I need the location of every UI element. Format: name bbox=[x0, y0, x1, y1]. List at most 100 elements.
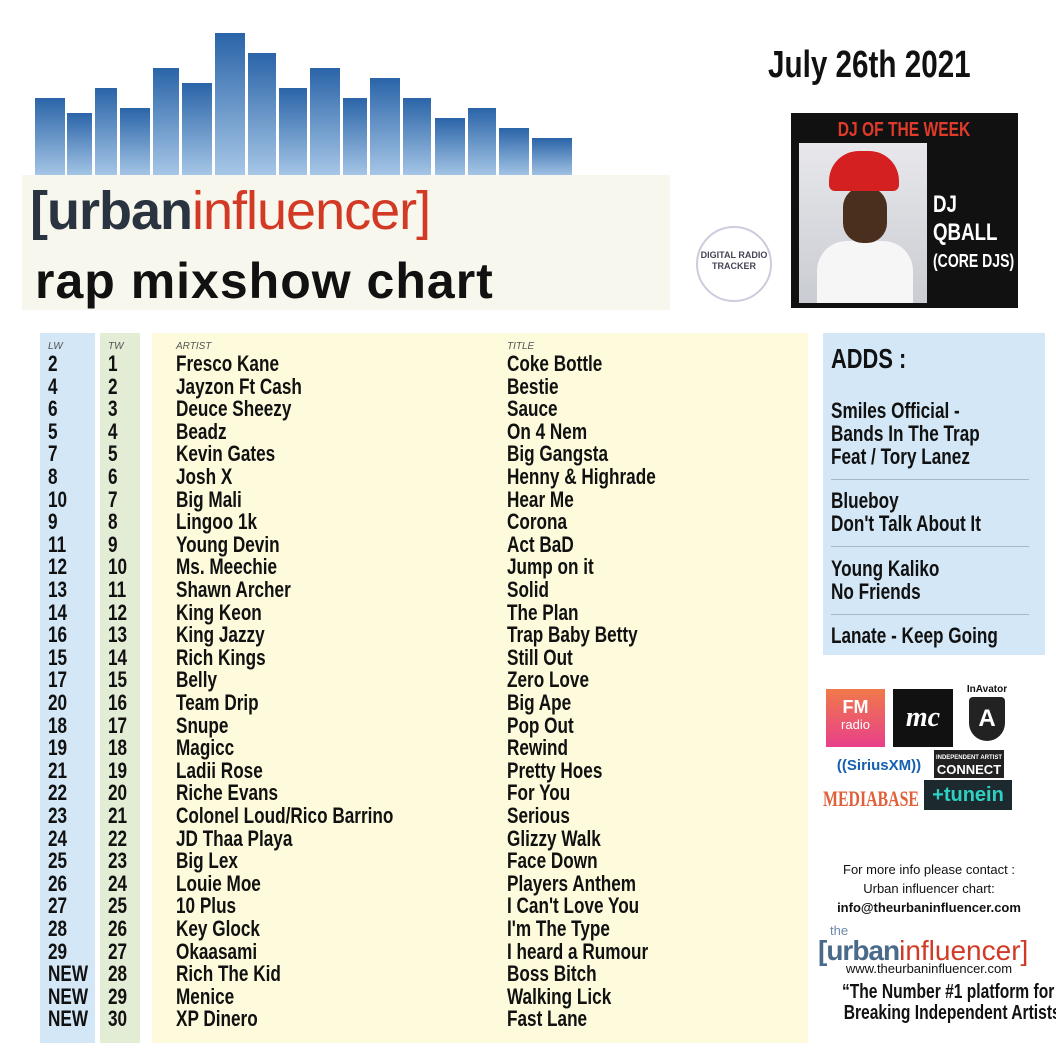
row-lw: 25 bbox=[48, 850, 72, 873]
row-artist: Riche Evans bbox=[176, 782, 307, 805]
row-title: Zero Love bbox=[507, 669, 612, 692]
add-line: No Friends bbox=[831, 579, 921, 604]
dj-name: DJ QBALL bbox=[933, 191, 1016, 247]
lw-text: 26 bbox=[48, 870, 68, 896]
date-text: July 26th 2021 bbox=[768, 44, 971, 86]
row-artist: Deuce Sheezy bbox=[176, 398, 324, 421]
row-tw: 29 bbox=[108, 983, 132, 1009]
tw-text: 29 bbox=[108, 983, 128, 1009]
row-artist: 10 Plus bbox=[176, 895, 253, 918]
tw-text: 9 bbox=[108, 531, 118, 557]
row-title: Trap Baby Betty bbox=[507, 624, 675, 647]
dj-group: (CORE DJS) bbox=[933, 251, 1037, 272]
tw-text: 6 bbox=[108, 464, 118, 489]
this-week-column bbox=[100, 333, 140, 1043]
radio-text: radio bbox=[841, 717, 870, 732]
add-item: Smiles Official - Bands In The Trap Feat /… bbox=[831, 399, 1022, 468]
row-artist: Big Lex bbox=[176, 850, 255, 873]
adds-title-text: ADDS : bbox=[831, 343, 907, 374]
artist-text: Louie Moe bbox=[176, 870, 261, 896]
website-link[interactable]: www.theurbaninfluencer.com bbox=[845, 961, 1013, 976]
row-artist: Fresco Kane bbox=[176, 352, 308, 376]
inavator-logo: InAvator A bbox=[957, 684, 1017, 746]
row-artist: Josh X bbox=[176, 464, 248, 489]
row-artist: Rich The Kid bbox=[176, 963, 310, 986]
artist-text: Kevin Gates bbox=[176, 441, 276, 467]
contact-email[interactable]: info@theurbaninfluencer.com bbox=[837, 900, 1021, 915]
row-tw: 13 bbox=[108, 624, 132, 647]
chart-date: July 26th 2021 bbox=[768, 44, 1028, 87]
row-artist: XP Dinero bbox=[176, 1008, 281, 1031]
artist-text: Shawn Archer bbox=[176, 577, 291, 602]
lw-text: 29 bbox=[48, 938, 68, 964]
row-lw: 27 bbox=[48, 895, 72, 918]
dj-of-the-week-panel: DJ OF THE WEEK DJ QBALL (CORE DJS) bbox=[791, 113, 1018, 308]
add-line: Bands In The Trap bbox=[831, 421, 980, 446]
add-line: Feat / Tory Lanez bbox=[831, 444, 970, 469]
row-artist: Louie Moe bbox=[176, 870, 285, 896]
siriusxm-logo: ((SiriusXM)) bbox=[836, 757, 922, 774]
artist-text: King Jazzy bbox=[176, 622, 265, 648]
row-tw: 6 bbox=[108, 464, 120, 489]
lw-text: NEW bbox=[48, 961, 89, 987]
lw-text: 8 bbox=[48, 464, 58, 489]
row-artist: JD Thaa Playa bbox=[176, 825, 325, 851]
photo-shirt bbox=[817, 241, 913, 303]
artist-text: JD Thaa Playa bbox=[176, 825, 293, 851]
artist-text: Josh X bbox=[176, 464, 233, 489]
row-title: Still Out bbox=[507, 646, 591, 670]
row-tw: 18 bbox=[108, 737, 132, 760]
row-title: Rewind bbox=[507, 737, 585, 760]
tw-text: 19 bbox=[108, 757, 128, 783]
row-title: Walking Lick bbox=[507, 985, 641, 1009]
row-artist: Okaasami bbox=[176, 940, 280, 964]
row-title: Pretty Hoes bbox=[507, 759, 629, 783]
row-title: Sauce bbox=[507, 398, 572, 421]
artist-text: Snupe bbox=[176, 712, 229, 738]
last-week-column bbox=[40, 333, 95, 1043]
logo-influencer: influencer] bbox=[899, 935, 1029, 966]
row-artist: Colonel Loud/Rico Barrino bbox=[176, 804, 455, 828]
row-title: Glizzy Walk bbox=[507, 825, 627, 851]
row-lw: 11 bbox=[48, 533, 71, 557]
divider bbox=[831, 614, 1029, 615]
add-item: Blueboy Don't Talk About It bbox=[831, 489, 1023, 535]
tagline-2: Breaking Independent Artists“ bbox=[843, 1002, 1056, 1024]
add-line: Don't Talk About It bbox=[831, 511, 981, 536]
header-artist: ARTIST bbox=[176, 341, 212, 352]
lw-text: 12 bbox=[48, 554, 68, 580]
add-line: Lanate - Keep Going bbox=[831, 623, 998, 648]
row-tw: 16 bbox=[108, 691, 132, 715]
tw-text: 14 bbox=[108, 644, 128, 670]
tw-text: 21 bbox=[108, 803, 128, 828]
tagline-1: “The Number #1 platform for bbox=[841, 981, 1055, 1003]
lw-text: 23 bbox=[48, 803, 68, 828]
title-text: Serious bbox=[507, 803, 570, 828]
title-text: Solid bbox=[507, 577, 549, 602]
lw-text: 16 bbox=[48, 622, 68, 648]
title-text: Glizzy Walk bbox=[507, 825, 601, 851]
title-text: I'm The Type bbox=[507, 916, 610, 941]
title-text: For You bbox=[507, 780, 571, 806]
divider bbox=[831, 546, 1029, 547]
row-title: Fast Lane bbox=[507, 1008, 610, 1031]
row-title: Players Anthem bbox=[507, 872, 672, 896]
row-tw: 19 bbox=[108, 757, 132, 783]
tw-text: 17 bbox=[108, 712, 128, 738]
row-lw: 23 bbox=[48, 803, 72, 828]
artist-text: Belly bbox=[176, 667, 218, 693]
tw-text: 12 bbox=[108, 599, 128, 625]
row-tw: 10 bbox=[108, 556, 132, 579]
row-title: Coke Bottle bbox=[507, 352, 629, 376]
title-text: Fast Lane bbox=[507, 1006, 588, 1032]
logo-urban: [urban bbox=[30, 181, 193, 241]
header-title: TITLE bbox=[507, 341, 535, 352]
artist-text: Rich The Kid bbox=[176, 961, 281, 987]
title-text: I heard a Rumour bbox=[507, 938, 649, 964]
iac-top: INDEPENDENT ARTIST bbox=[935, 755, 1003, 761]
row-tw: 27 bbox=[108, 940, 132, 964]
row-tw: 15 bbox=[108, 669, 132, 692]
lw-text: 5 bbox=[48, 418, 58, 444]
title-text: Henny & Highrade bbox=[507, 464, 656, 489]
row-title: Boss Bitch bbox=[507, 963, 622, 986]
